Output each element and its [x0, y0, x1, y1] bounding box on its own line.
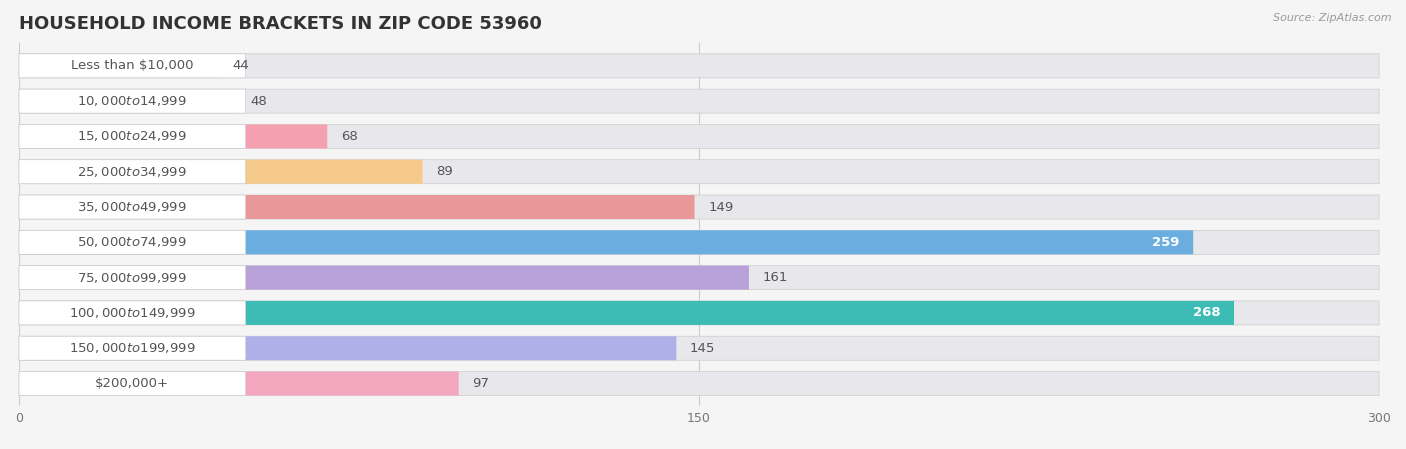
Text: 44: 44 — [232, 59, 249, 72]
Text: $200,000+: $200,000+ — [96, 377, 169, 390]
FancyBboxPatch shape — [20, 371, 1379, 396]
Text: Less than $10,000: Less than $10,000 — [72, 59, 194, 72]
Text: $100,000 to $149,999: $100,000 to $149,999 — [69, 306, 195, 320]
Text: 259: 259 — [1152, 236, 1180, 249]
Text: $10,000 to $14,999: $10,000 to $14,999 — [77, 94, 187, 108]
FancyBboxPatch shape — [20, 266, 749, 290]
FancyBboxPatch shape — [20, 230, 1379, 254]
FancyBboxPatch shape — [20, 336, 246, 360]
FancyBboxPatch shape — [20, 195, 695, 219]
FancyBboxPatch shape — [20, 160, 422, 184]
FancyBboxPatch shape — [20, 89, 246, 113]
FancyBboxPatch shape — [20, 266, 246, 290]
Text: $15,000 to $24,999: $15,000 to $24,999 — [77, 129, 187, 143]
FancyBboxPatch shape — [20, 301, 246, 325]
Text: 145: 145 — [690, 342, 716, 355]
FancyBboxPatch shape — [20, 301, 1379, 325]
FancyBboxPatch shape — [20, 371, 246, 396]
Text: $35,000 to $49,999: $35,000 to $49,999 — [77, 200, 187, 214]
FancyBboxPatch shape — [20, 54, 218, 78]
Text: 97: 97 — [472, 377, 489, 390]
FancyBboxPatch shape — [20, 371, 458, 396]
FancyBboxPatch shape — [20, 160, 1379, 184]
Text: $50,000 to $74,999: $50,000 to $74,999 — [77, 235, 187, 249]
FancyBboxPatch shape — [20, 230, 246, 254]
FancyBboxPatch shape — [20, 336, 1379, 360]
Text: $150,000 to $199,999: $150,000 to $199,999 — [69, 341, 195, 355]
FancyBboxPatch shape — [20, 195, 1379, 219]
Text: 48: 48 — [250, 95, 267, 108]
FancyBboxPatch shape — [20, 54, 1379, 78]
FancyBboxPatch shape — [20, 54, 246, 78]
FancyBboxPatch shape — [20, 89, 236, 113]
FancyBboxPatch shape — [20, 336, 676, 360]
FancyBboxPatch shape — [20, 124, 1379, 149]
Text: 161: 161 — [762, 271, 787, 284]
FancyBboxPatch shape — [20, 124, 328, 149]
FancyBboxPatch shape — [20, 160, 246, 184]
Text: Source: ZipAtlas.com: Source: ZipAtlas.com — [1274, 13, 1392, 23]
FancyBboxPatch shape — [20, 89, 1379, 113]
Text: 149: 149 — [709, 201, 734, 214]
FancyBboxPatch shape — [20, 266, 1379, 290]
FancyBboxPatch shape — [20, 195, 246, 219]
Text: 268: 268 — [1192, 306, 1220, 319]
Text: HOUSEHOLD INCOME BRACKETS IN ZIP CODE 53960: HOUSEHOLD INCOME BRACKETS IN ZIP CODE 53… — [20, 15, 541, 33]
Text: 89: 89 — [436, 165, 453, 178]
Text: 68: 68 — [340, 130, 357, 143]
FancyBboxPatch shape — [20, 124, 246, 149]
FancyBboxPatch shape — [20, 301, 1234, 325]
Text: $25,000 to $34,999: $25,000 to $34,999 — [77, 165, 187, 179]
FancyBboxPatch shape — [20, 230, 1194, 254]
Text: $75,000 to $99,999: $75,000 to $99,999 — [77, 271, 187, 285]
